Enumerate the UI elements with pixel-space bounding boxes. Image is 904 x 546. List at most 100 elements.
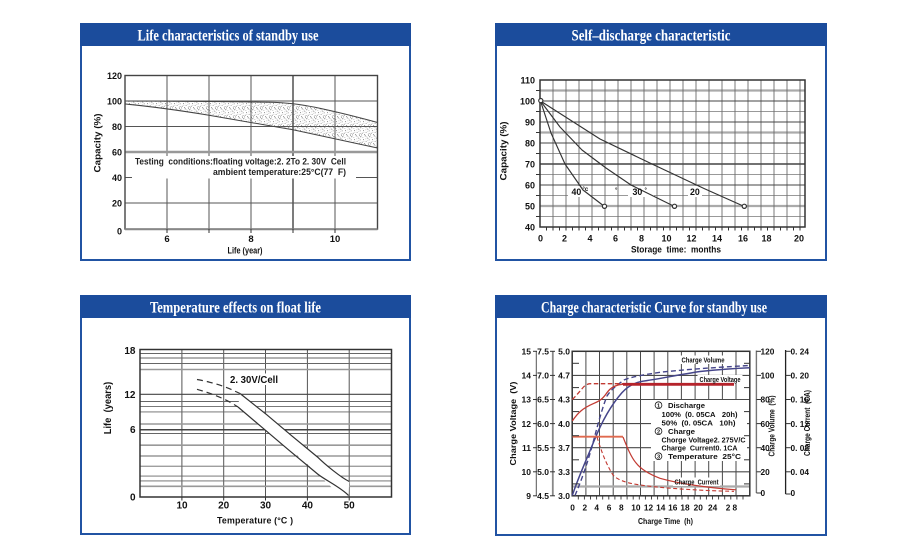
svg-text:2: 2 [582, 503, 587, 513]
svg-text:2: 2 [562, 234, 567, 244]
svg-text:50: 50 [525, 202, 535, 212]
svg-text:12: 12 [644, 503, 654, 513]
svg-text:13: 13 [522, 395, 532, 405]
svg-text:ambient temperature:25°C(77 F: ambient temperature:25°C(77 F) [213, 167, 346, 177]
svg-text:Life (year): Life (year) [228, 246, 263, 256]
svg-text:10: 10 [176, 501, 188, 512]
svg-text:0: 0 [761, 488, 766, 498]
svg-text:Charge characteristic Curve fo: Charge characteristic Curve for standby … [541, 300, 767, 317]
svg-text:5.0: 5.0 [558, 347, 570, 357]
svg-text:5.0: 5.0 [537, 467, 549, 477]
svg-text:3.7: 3.7 [558, 443, 570, 453]
svg-text:14: 14 [712, 234, 722, 244]
svg-text:16: 16 [738, 234, 748, 244]
svg-text:4.5: 4.5 [537, 491, 549, 501]
svg-text:40: 40 [112, 173, 122, 183]
svg-text:Charge Current: Charge Current [675, 478, 719, 487]
svg-text:50% (0. 05CA 10h): 50% (0. 05CA 10h) [662, 419, 737, 428]
svg-text:6: 6 [164, 234, 169, 245]
svg-text:4: 4 [594, 503, 599, 513]
svg-text:12: 12 [522, 419, 532, 429]
svg-text:Charge: Charge [668, 427, 695, 436]
svg-text:11: 11 [522, 443, 531, 453]
svg-text:14: 14 [656, 503, 666, 513]
svg-text:Self–discharge characteristic: Self–discharge characteristic [572, 28, 731, 45]
svg-text:°: ° [645, 188, 648, 194]
svg-text:8: 8 [248, 234, 253, 245]
svg-text:100: 100 [761, 371, 775, 381]
svg-text:0. 20: 0. 20 [791, 371, 810, 381]
svg-text:50: 50 [344, 501, 356, 512]
svg-text:6: 6 [607, 503, 612, 513]
svg-text:Life (years): Life (years) [103, 382, 114, 435]
svg-text:60: 60 [761, 419, 771, 429]
svg-text:4.7: 4.7 [558, 371, 570, 381]
svg-text:5.5: 5.5 [537, 443, 549, 453]
svg-text:9: 9 [526, 491, 531, 501]
svg-text:Charge Volume (%): Charge Volume (%) [768, 395, 777, 456]
svg-text:30: 30 [260, 501, 272, 512]
svg-text:Temperature 25°C: Temperature 25°C [668, 452, 742, 461]
svg-text:Charge Voltage: Charge Voltage [700, 375, 741, 384]
svg-text:40: 40 [302, 501, 314, 512]
svg-text:Charge Time (h): Charge Time (h) [638, 516, 693, 526]
svg-text:8: 8 [619, 503, 624, 513]
svg-text:90: 90 [525, 118, 535, 128]
svg-text:6.0: 6.0 [537, 419, 549, 429]
svg-text:100: 100 [520, 97, 535, 107]
svg-text:15: 15 [522, 347, 532, 357]
svg-text:10: 10 [661, 234, 671, 244]
svg-text:20: 20 [761, 467, 771, 477]
svg-text:0: 0 [130, 493, 136, 504]
svg-text:40: 40 [761, 443, 771, 453]
svg-text:80: 80 [761, 395, 771, 405]
svg-text:24: 24 [708, 503, 718, 513]
svg-text:Discharge: Discharge [668, 401, 705, 410]
svg-text:100% (0. 05CA 20h): 100% (0. 05CA 20h) [662, 410, 739, 419]
svg-text:6: 6 [613, 234, 618, 244]
svg-text:7.0: 7.0 [537, 371, 549, 381]
svg-text:Testing conditions:floating v: Testing conditions:floating voltage:2. 2… [135, 157, 346, 167]
svg-text:0: 0 [538, 234, 543, 244]
svg-text:2. 30V/Cell: 2. 30V/Cell [230, 375, 278, 386]
svg-text:0: 0 [791, 488, 796, 498]
svg-text:Life characteristics of standb: Life characteristics of standby use [138, 28, 319, 45]
svg-text:°c: °c [583, 187, 589, 193]
svg-text:12: 12 [124, 390, 136, 401]
svg-text:Storage time: months: Storage time: months [631, 245, 721, 255]
svg-text:8: 8 [639, 234, 644, 244]
svg-text:30: 30 [633, 187, 643, 197]
svg-text:4.0: 4.0 [558, 419, 570, 429]
svg-text:100: 100 [107, 97, 122, 107]
svg-text:7.5: 7.5 [537, 347, 549, 357]
svg-text:Charge Current (CA): Charge Current (CA) [803, 390, 812, 456]
svg-text:10: 10 [522, 467, 532, 477]
svg-text:80: 80 [112, 122, 122, 132]
svg-text:10: 10 [330, 234, 341, 245]
svg-text:20: 20 [218, 501, 230, 512]
svg-text:3.3: 3.3 [558, 467, 570, 477]
svg-text:6: 6 [130, 425, 136, 436]
svg-text:110: 110 [520, 76, 535, 86]
svg-text:120: 120 [761, 347, 775, 357]
svg-text:0. 08: 0. 08 [791, 443, 810, 453]
svg-text:12: 12 [686, 234, 696, 244]
svg-text:8: 8 [732, 503, 737, 513]
svg-text:120: 120 [107, 71, 122, 81]
svg-text:Charge Voltage (V): Charge Voltage (V) [508, 381, 518, 465]
svg-text:Temperature (°C ): Temperature (°C ) [217, 516, 293, 526]
svg-text:0: 0 [117, 227, 122, 237]
svg-text:6.5: 6.5 [537, 395, 549, 405]
svg-text:0: 0 [570, 503, 575, 513]
svg-text:60: 60 [112, 148, 122, 158]
svg-text:Temperature effects on float l: Temperature effects on float life [150, 300, 321, 317]
svg-text:Capacity (%): Capacity (%) [499, 121, 509, 180]
svg-text:20: 20 [690, 187, 700, 197]
svg-text:4.3: 4.3 [558, 395, 570, 405]
svg-text:14: 14 [522, 371, 532, 381]
svg-text:20: 20 [694, 503, 704, 513]
svg-text:80: 80 [525, 139, 535, 149]
svg-text:0. 16: 0. 16 [791, 395, 810, 405]
svg-text:0. 12: 0. 12 [791, 419, 810, 429]
svg-text:Charge Volume: Charge Volume [682, 356, 725, 365]
